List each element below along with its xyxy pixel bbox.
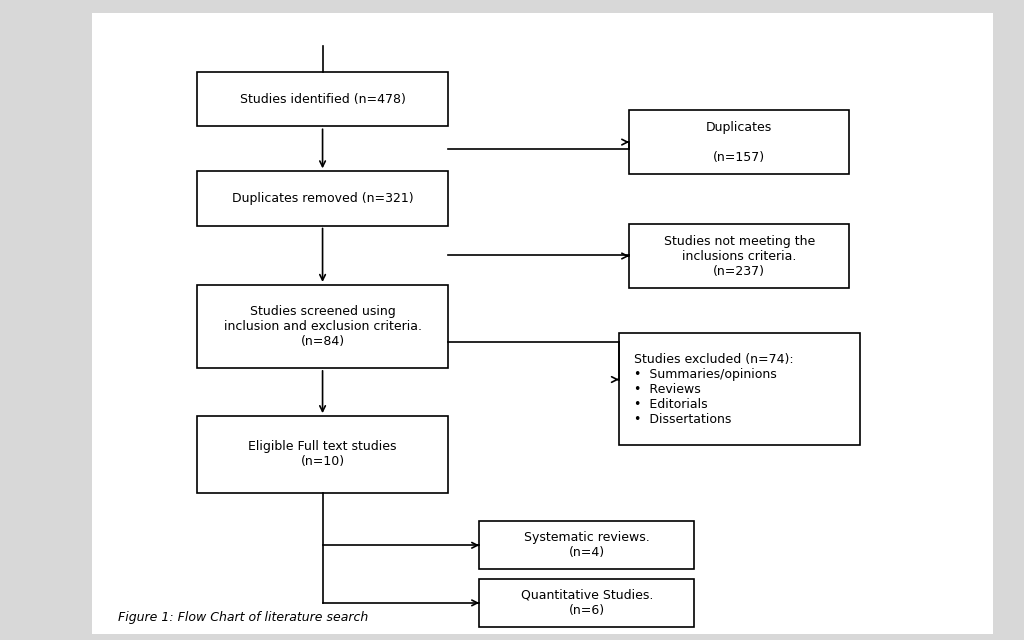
Bar — [197, 416, 449, 493]
Bar — [629, 110, 849, 174]
Bar — [197, 172, 449, 226]
Bar — [479, 521, 694, 570]
Text: Quantitative Studies.
(n=6): Quantitative Studies. (n=6) — [520, 589, 653, 617]
Bar — [618, 333, 860, 445]
Bar — [92, 13, 993, 634]
Bar — [197, 285, 449, 368]
Text: Duplicates removed (n=321): Duplicates removed (n=321) — [231, 192, 414, 205]
Text: Studies screened using
inclusion and exclusion criteria.
(n=84): Studies screened using inclusion and exc… — [223, 305, 422, 348]
Text: Figure 1: Flow Chart of literature search: Figure 1: Flow Chart of literature searc… — [118, 611, 368, 624]
Text: Studies not meeting the
inclusions criteria.
(n=237): Studies not meeting the inclusions crite… — [664, 234, 815, 278]
Text: Studies excluded (n=74):
•  Summaries/opinions
•  Reviews
•  Editorials
•  Disse: Studies excluded (n=74): • Summaries/opi… — [635, 353, 794, 426]
Text: Duplicates

(n=157): Duplicates (n=157) — [707, 120, 772, 164]
Text: Systematic reviews.
(n=4): Systematic reviews. (n=4) — [524, 531, 649, 559]
Bar — [479, 579, 694, 627]
Bar — [197, 72, 449, 127]
Bar — [629, 224, 849, 288]
Text: Studies identified (n=478): Studies identified (n=478) — [240, 93, 406, 106]
Text: Eligible Full text studies
(n=10): Eligible Full text studies (n=10) — [248, 440, 397, 468]
